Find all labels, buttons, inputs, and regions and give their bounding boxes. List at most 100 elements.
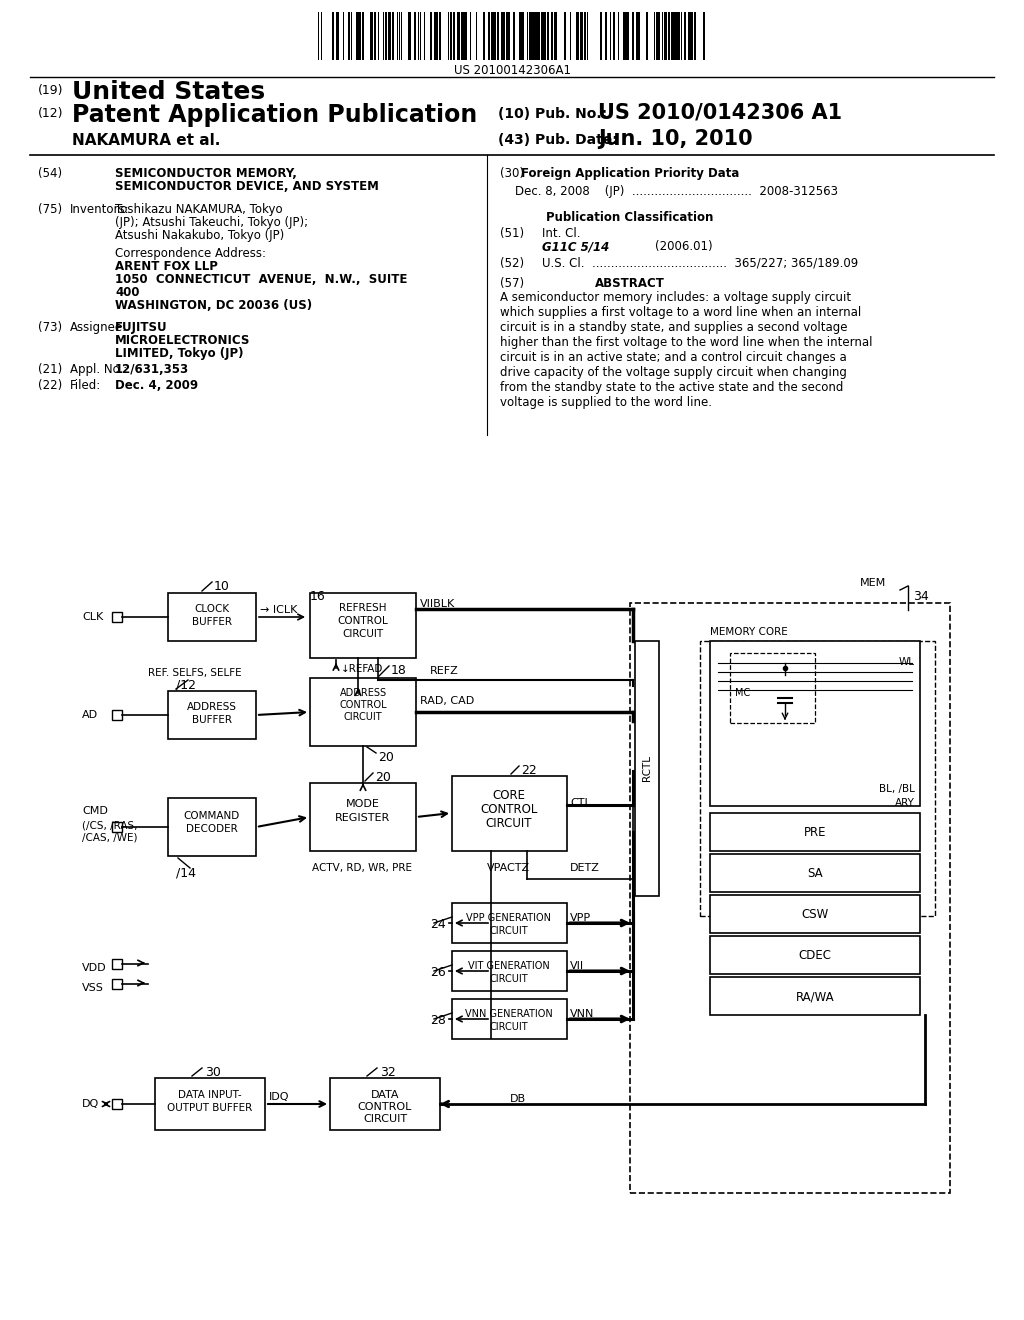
Bar bbox=[490, 12, 494, 59]
Text: CONTROL: CONTROL bbox=[339, 700, 387, 710]
Bar bbox=[494, 12, 496, 59]
Text: Toshikazu NAKAMURA, Tokyo: Toshikazu NAKAMURA, Tokyo bbox=[115, 203, 283, 216]
Text: CTL: CTL bbox=[570, 799, 591, 808]
Text: Appl. No.:: Appl. No.: bbox=[70, 363, 127, 376]
Text: SEMICONDUCTOR MEMORY,: SEMICONDUCTOR MEMORY, bbox=[115, 168, 297, 180]
Bar bbox=[310, 593, 416, 657]
Text: CLK: CLK bbox=[82, 612, 103, 622]
Text: 1050  CONNECTICUT  AVENUE,  N.W.,  SUITE: 1050 CONNECTICUT AVENUE, N.W., SUITE bbox=[115, 273, 408, 286]
Bar bbox=[310, 783, 416, 851]
Text: 20: 20 bbox=[375, 771, 391, 784]
Text: CLOCK: CLOCK bbox=[195, 605, 229, 614]
Bar bbox=[453, 12, 455, 59]
Text: 28: 28 bbox=[430, 1014, 445, 1027]
Text: (51): (51) bbox=[500, 227, 524, 240]
Text: MEMORY CORE: MEMORY CORE bbox=[710, 627, 787, 638]
Text: MC: MC bbox=[735, 688, 751, 698]
Bar bbox=[330, 1078, 440, 1130]
Bar bbox=[664, 12, 667, 59]
Bar bbox=[564, 12, 566, 59]
Text: SEMICONDUCTOR DEVICE, AND SYSTEM: SEMICONDUCTOR DEVICE, AND SYSTEM bbox=[115, 180, 379, 193]
Text: US 20100142306A1: US 20100142306A1 bbox=[454, 63, 570, 77]
Text: DECODER: DECODER bbox=[186, 824, 238, 834]
Bar bbox=[430, 12, 432, 59]
Text: 20: 20 bbox=[378, 751, 394, 764]
Bar bbox=[529, 12, 531, 59]
Text: (JP); Atsushi Takeuchi, Tokyo (JP);: (JP); Atsushi Takeuchi, Tokyo (JP); bbox=[115, 216, 308, 228]
Bar bbox=[519, 12, 521, 59]
Bar bbox=[600, 12, 602, 59]
Bar bbox=[605, 12, 607, 59]
Bar bbox=[632, 12, 634, 59]
Text: MODE: MODE bbox=[346, 799, 380, 809]
Text: Dec. 4, 2009: Dec. 4, 2009 bbox=[115, 379, 198, 392]
Bar bbox=[637, 12, 640, 59]
Bar bbox=[168, 690, 256, 739]
Bar bbox=[668, 12, 670, 59]
Text: MEM: MEM bbox=[860, 578, 886, 587]
Text: 400: 400 bbox=[115, 286, 139, 300]
Text: VPP: VPP bbox=[570, 913, 591, 923]
Bar bbox=[710, 895, 920, 933]
Text: 18: 18 bbox=[391, 664, 407, 677]
Bar bbox=[521, 12, 524, 59]
Text: (21): (21) bbox=[38, 363, 62, 376]
Bar bbox=[112, 960, 122, 969]
Text: VPP GENERATION: VPP GENERATION bbox=[467, 913, 552, 923]
Bar bbox=[534, 12, 535, 59]
Text: 26: 26 bbox=[430, 966, 445, 979]
Text: /CAS, /WE): /CAS, /WE) bbox=[82, 833, 137, 843]
Bar bbox=[488, 12, 490, 59]
Text: (19): (19) bbox=[38, 84, 63, 96]
Text: LIMITED, Tokyo (JP): LIMITED, Tokyo (JP) bbox=[115, 347, 244, 360]
Text: United States: United States bbox=[72, 81, 265, 104]
Bar bbox=[452, 999, 567, 1039]
Bar bbox=[452, 950, 567, 991]
Text: /14: /14 bbox=[176, 866, 196, 879]
Text: VIIBLK: VIIBLK bbox=[420, 599, 456, 609]
Text: BUFFER: BUFFER bbox=[193, 715, 232, 725]
Text: WL: WL bbox=[899, 657, 915, 667]
Bar bbox=[657, 12, 660, 59]
Bar bbox=[710, 813, 920, 851]
Text: AD: AD bbox=[82, 710, 98, 719]
Bar bbox=[439, 12, 441, 59]
Text: A semiconductor memory includes: a voltage supply circuit
which supplies a first: A semiconductor memory includes: a volta… bbox=[500, 290, 872, 409]
Text: G11C 5/14: G11C 5/14 bbox=[542, 240, 609, 253]
Bar bbox=[575, 12, 579, 59]
Bar bbox=[452, 776, 567, 851]
Bar bbox=[672, 12, 675, 59]
Bar bbox=[348, 12, 350, 59]
Text: CIRCUIT: CIRCUIT bbox=[342, 630, 384, 639]
Text: CIRCUIT: CIRCUIT bbox=[485, 817, 532, 830]
Bar bbox=[630, 603, 950, 1193]
Bar bbox=[357, 12, 360, 59]
Text: WASHINGTON, DC 20036 (US): WASHINGTON, DC 20036 (US) bbox=[115, 300, 312, 312]
Bar bbox=[730, 653, 815, 723]
Text: CIRCUIT: CIRCUIT bbox=[489, 974, 528, 983]
Text: Foreign Application Priority Data: Foreign Application Priority Data bbox=[521, 168, 739, 180]
Bar bbox=[155, 1078, 265, 1130]
Text: ABSTRACT: ABSTRACT bbox=[595, 277, 665, 290]
Text: CIRCUIT: CIRCUIT bbox=[362, 1114, 408, 1125]
Bar bbox=[370, 12, 372, 59]
Bar bbox=[392, 12, 394, 59]
Text: SA: SA bbox=[807, 867, 823, 880]
Bar bbox=[168, 799, 256, 855]
Bar bbox=[710, 977, 920, 1015]
Text: VSS: VSS bbox=[82, 983, 103, 993]
Text: OUTPUT BUFFER: OUTPUT BUFFER bbox=[167, 1104, 253, 1113]
Bar bbox=[710, 854, 920, 892]
Text: IDQ: IDQ bbox=[269, 1092, 290, 1102]
Bar bbox=[700, 642, 935, 916]
Bar bbox=[336, 12, 339, 59]
Bar bbox=[310, 678, 416, 746]
Bar bbox=[385, 12, 387, 59]
Text: CONTROL: CONTROL bbox=[480, 803, 538, 816]
Text: PRE: PRE bbox=[804, 826, 826, 840]
Text: (54): (54) bbox=[38, 168, 62, 180]
Bar bbox=[613, 12, 615, 59]
Bar bbox=[691, 12, 693, 59]
Text: CIRCUIT: CIRCUIT bbox=[489, 927, 528, 936]
Text: CONTROL: CONTROL bbox=[338, 616, 388, 626]
